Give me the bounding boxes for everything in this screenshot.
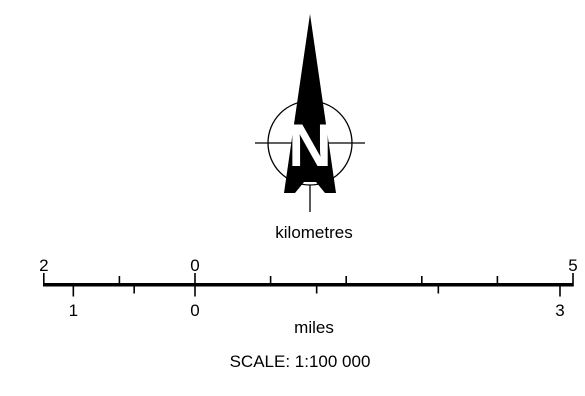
miles-label: miles [294,318,334,337]
north-arrow-icon: N [255,14,365,212]
scale-bar-line [43,283,573,287]
north-arrow-shape [284,14,336,193]
mile-tick-label: 3 [555,301,564,320]
km-tick-label: 0 [190,256,199,275]
mile-tick-label: 1 [69,301,78,320]
kilometre-ticks: 2 0 5 [39,256,578,287]
mile-tick-label: 0 [190,301,199,320]
north-arrow-letter: N [288,112,331,179]
km-tick-label: 2 [39,256,48,275]
mile-ticks: 1 0 3 [69,283,565,320]
kilometres-label: kilometres [275,223,352,242]
km-tick-label: 5 [568,256,577,275]
scale-text: SCALE: 1:100 000 [230,352,371,371]
